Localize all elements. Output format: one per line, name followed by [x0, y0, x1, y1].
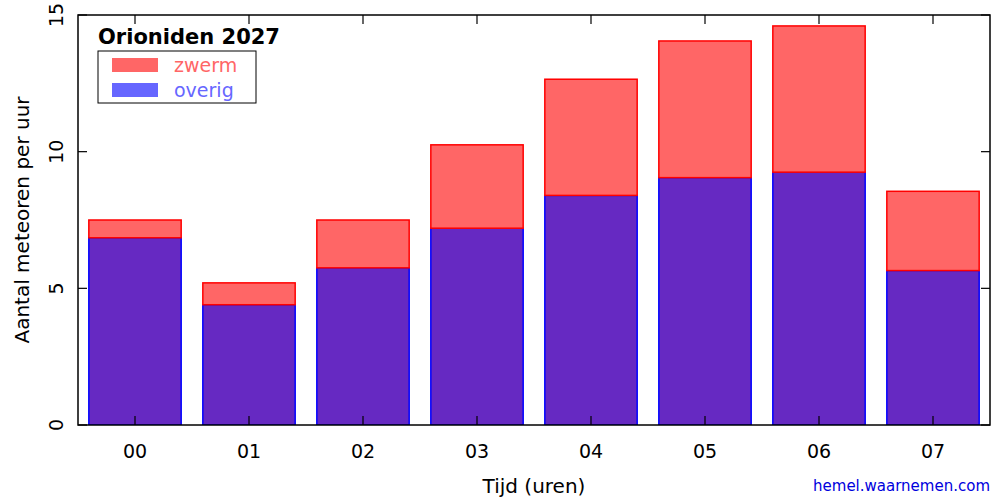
bar-segment — [431, 145, 523, 228]
bar-segment — [659, 41, 751, 178]
bar-segment — [773, 172, 865, 425]
y-tick — [981, 288, 990, 289]
bar-segment — [317, 268, 409, 425]
x-tick — [362, 416, 363, 425]
y-axis-label: Aantal meteoren per uur — [10, 96, 34, 344]
y-tick-label: 5 — [45, 282, 67, 294]
legend-box — [98, 51, 256, 103]
x-tick-label: 03 — [465, 440, 489, 462]
x-tick-label: 01 — [237, 440, 261, 462]
bar-segment — [203, 283, 295, 305]
y-tick — [78, 424, 87, 425]
bar-segment — [89, 238, 181, 425]
x-tick — [932, 416, 933, 425]
source-note: hemel.waarnemen.com — [813, 477, 990, 495]
bar-segment — [203, 305, 295, 425]
x-tick-label: 05 — [693, 440, 717, 462]
y-tick-label: 0 — [45, 419, 67, 431]
bars — [89, 26, 979, 425]
x-tick — [248, 15, 249, 24]
x-tick-label: 04 — [579, 440, 603, 462]
x-tick — [818, 416, 819, 425]
plot-frame — [78, 15, 990, 425]
x-tick — [704, 416, 705, 425]
x-tick — [134, 15, 135, 24]
y-tick-label: 15 — [45, 3, 67, 27]
y-tick — [981, 424, 990, 425]
legend-label: zwerm — [174, 54, 237, 76]
x-tick-label: 02 — [351, 440, 375, 462]
x-tick — [362, 15, 363, 24]
bar-segment — [317, 220, 409, 268]
x-tick-label: 00 — [123, 440, 147, 462]
y-tick — [78, 14, 87, 15]
bar-segment — [545, 195, 637, 425]
bar-segment — [887, 191, 979, 270]
x-tick — [704, 15, 705, 24]
x-tick — [476, 416, 477, 425]
x-tick — [818, 15, 819, 24]
chart: 0510150001020304050607Tijd (uren)Aantal … — [0, 0, 1000, 500]
bar-segment — [545, 79, 637, 195]
bar-segment — [887, 271, 979, 425]
y-tick — [78, 288, 87, 289]
x-tick — [590, 15, 591, 24]
y-tick — [981, 151, 990, 152]
legend-label: overig — [174, 79, 234, 101]
x-axis-label: Tijd (uren) — [482, 474, 586, 498]
y-tick — [78, 151, 87, 152]
x-tick — [590, 416, 591, 425]
y-tick-label: 10 — [45, 140, 67, 164]
x-tick-label: 06 — [807, 440, 831, 462]
x-tick-label: 07 — [921, 440, 945, 462]
x-tick — [932, 15, 933, 24]
bar-segment — [89, 220, 181, 238]
bar-segment — [659, 178, 751, 425]
x-tick — [248, 416, 249, 425]
y-tick — [981, 14, 990, 15]
bar-segment — [431, 228, 523, 425]
title: Orioniden 2027 — [98, 25, 280, 49]
legend-swatch — [112, 83, 158, 97]
x-tick — [476, 15, 477, 24]
legend-swatch — [112, 58, 158, 72]
bar-segment — [773, 26, 865, 172]
x-tick — [134, 416, 135, 425]
